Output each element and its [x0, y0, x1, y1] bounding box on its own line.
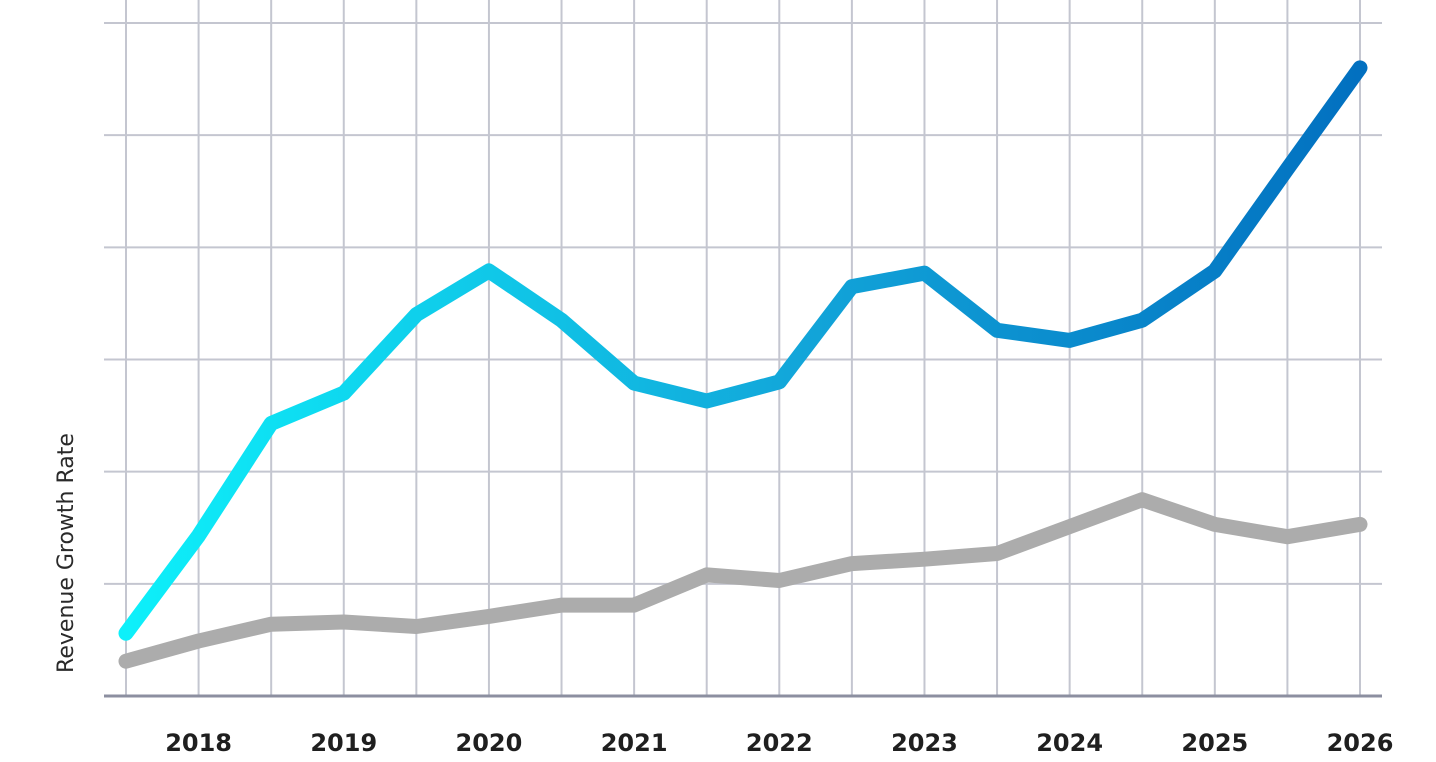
- x-tick-label: 2026: [1327, 729, 1394, 757]
- x-tick-label: 2018: [165, 729, 232, 757]
- x-tick-label: 2021: [601, 729, 668, 757]
- x-tick-label: 2023: [891, 729, 958, 757]
- series-line-primary: [118, 60, 1368, 641]
- x-tick-label: 2019: [310, 729, 377, 757]
- x-tick-label: 2022: [746, 729, 813, 757]
- x-tick-label: 2020: [456, 729, 523, 757]
- series: [118, 60, 1368, 669]
- grid: [104, 0, 1382, 696]
- series-line-secondary: [118, 492, 1368, 669]
- x-tick-labels: 2018 2019 2020 2021 2022 2023 2024 2025 2026: [165, 729, 1393, 757]
- x-tick-label: 2025: [1181, 729, 1248, 757]
- x-tick-label: 2024: [1036, 729, 1103, 757]
- y-axis-label: Revenue Growth Rate: [54, 433, 79, 673]
